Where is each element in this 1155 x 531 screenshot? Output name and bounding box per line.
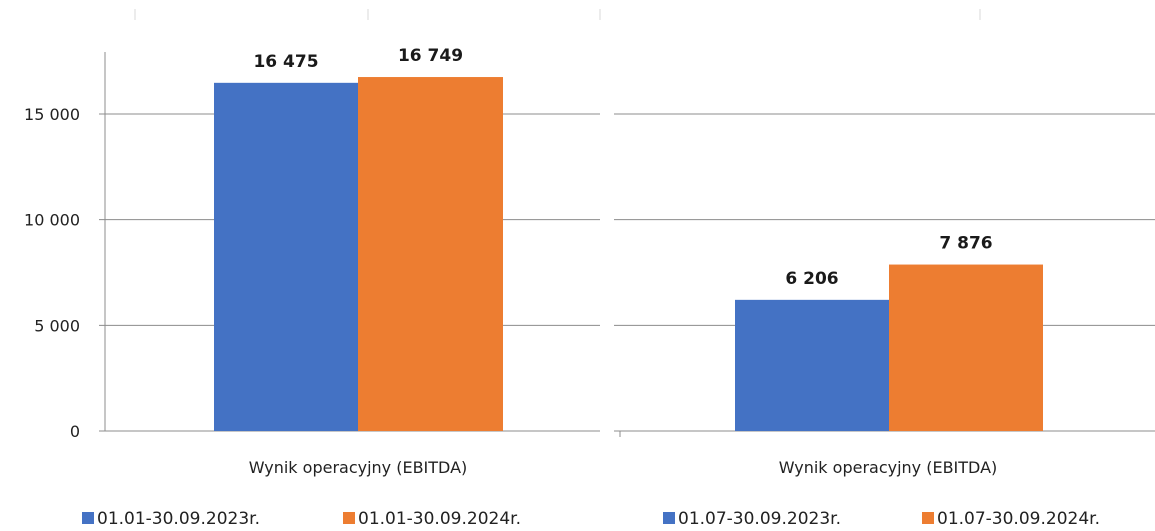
data-label: 7 876 bbox=[939, 234, 992, 254]
y-tick-label: 10 000 bbox=[24, 211, 80, 230]
legend-swatch bbox=[922, 512, 934, 524]
legend-label: 01.01-30.09.2023r. bbox=[97, 509, 260, 529]
chart-panel-2: 6 206 7 876 Wynik operacyjny (EBITDA) 01.07… bbox=[614, 9, 1155, 529]
data-label: 16 475 bbox=[253, 52, 318, 72]
legend-label: 01.07-30.09.2024r. bbox=[937, 509, 1100, 529]
data-label: 6 206 bbox=[785, 269, 838, 289]
legend-swatch bbox=[663, 512, 675, 524]
bar-first-period bbox=[214, 82, 358, 431]
bar-first-period bbox=[735, 299, 889, 431]
data-label: 16 749 bbox=[398, 46, 463, 66]
chart-panel-1: 0 5 000 10 000 15 000 16 475 16 749 Wynik oper… bbox=[24, 9, 601, 529]
category-label: Wynik operacyjny (EBITDA) bbox=[249, 458, 468, 477]
category-label: Wynik operacyjny (EBITDA) bbox=[779, 458, 998, 477]
y-tick-label: 0 bbox=[70, 422, 80, 441]
legend-label: 01.01-30.09.2024r. bbox=[358, 509, 521, 529]
bar-second-period bbox=[358, 77, 503, 431]
y-tick-label: 5 000 bbox=[34, 316, 80, 335]
legend-swatch bbox=[343, 512, 355, 524]
legend-swatch bbox=[82, 512, 94, 524]
legend-label: 01.07-30.09.2023r. bbox=[678, 509, 841, 529]
y-tick-label: 15 000 bbox=[24, 105, 80, 124]
bar-second-period bbox=[889, 264, 1043, 431]
